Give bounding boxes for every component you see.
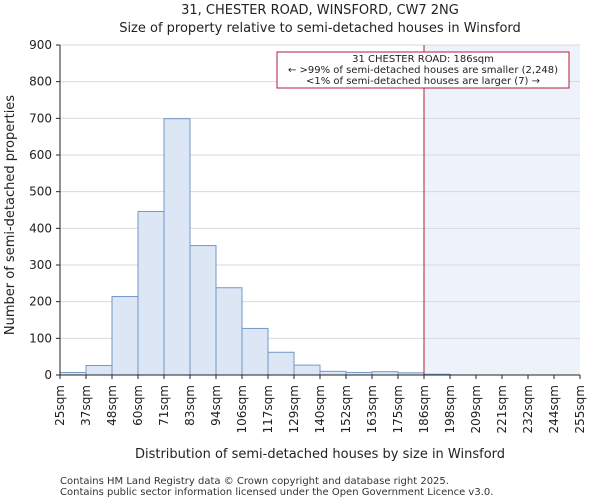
annotation-line-2: ← >99% of semi-detached houses are small… <box>288 65 558 76</box>
x-tick-label: 232sqm <box>521 385 535 433</box>
x-tick-label: 129sqm <box>287 385 301 433</box>
chart-title: 31, CHESTER ROAD, WINSFORD, CW7 2NG <box>181 3 459 18</box>
y-tick-label: 200 <box>29 295 52 309</box>
histogram-bar <box>163 118 191 376</box>
x-tick-label: 83sqm <box>183 385 197 426</box>
x-axis-label: Distribution of semi-detached houses by … <box>135 447 505 462</box>
annotation-frame <box>276 51 570 89</box>
x-tick-label: 175sqm <box>391 385 405 433</box>
y-tick-label: 900 <box>29 38 52 52</box>
y-tick-label: 300 <box>29 258 52 272</box>
x-tick-label: 163sqm <box>365 385 379 433</box>
x-tick-label: 94sqm <box>209 385 223 426</box>
footer-line-1: Contains HM Land Registry data © Crown c… <box>60 476 449 487</box>
x-tick-label: 60sqm <box>131 385 145 426</box>
x-tick-label: 71sqm <box>157 385 171 426</box>
y-tick-label: 800 <box>29 75 52 89</box>
histogram-bar <box>85 364 113 376</box>
y-tick-label: 0 <box>44 368 52 382</box>
larger-region-highlight <box>424 45 580 375</box>
histogram-bar <box>111 296 139 376</box>
histogram-bar <box>137 210 165 376</box>
x-tick-label: 25sqm <box>53 385 67 426</box>
x-tick-label: 140sqm <box>313 385 327 433</box>
y-tick-label: 500 <box>29 185 52 199</box>
y-tick-label: 700 <box>29 111 52 125</box>
histogram-bar <box>319 370 347 376</box>
x-tick-label: 186sqm <box>417 385 431 433</box>
annotation-box: 31 CHESTER ROAD: 186sqm ← >99% of semi-d… <box>276 51 570 89</box>
x-tick-label: 152sqm <box>339 385 353 433</box>
x-tick-label: 244sqm <box>547 385 561 433</box>
histogram-bar <box>189 245 217 376</box>
x-tick-label: 255sqm <box>573 385 587 433</box>
x-tick-label: 48sqm <box>105 385 119 426</box>
histogram-bar <box>293 364 321 376</box>
x-tick-label: 117sqm <box>261 385 275 433</box>
x-tick-label: 209sqm <box>469 385 483 433</box>
y-tick-label: 400 <box>29 221 52 235</box>
annotation-line-3: <1% of semi-detached houses are larger (… <box>306 76 540 87</box>
y-tick-label: 100 <box>29 331 52 345</box>
histogram-bar <box>215 287 243 376</box>
histogram-bar <box>241 327 269 376</box>
annotation-line-1: 31 CHESTER ROAD: 186sqm <box>352 54 494 65</box>
x-tick-label: 198sqm <box>443 385 457 433</box>
x-tick-label: 221sqm <box>495 385 509 433</box>
x-tick-label: 106sqm <box>235 385 249 433</box>
x-tick-label: 37sqm <box>79 385 93 426</box>
chart-subtitle: Size of property relative to semi-detach… <box>119 21 521 36</box>
y-axis-label: Number of semi-detached properties <box>3 95 18 335</box>
y-tick-label: 600 <box>29 148 52 162</box>
histogram-bar <box>267 351 295 376</box>
footer-line-2: Contains public sector information licen… <box>60 487 493 498</box>
